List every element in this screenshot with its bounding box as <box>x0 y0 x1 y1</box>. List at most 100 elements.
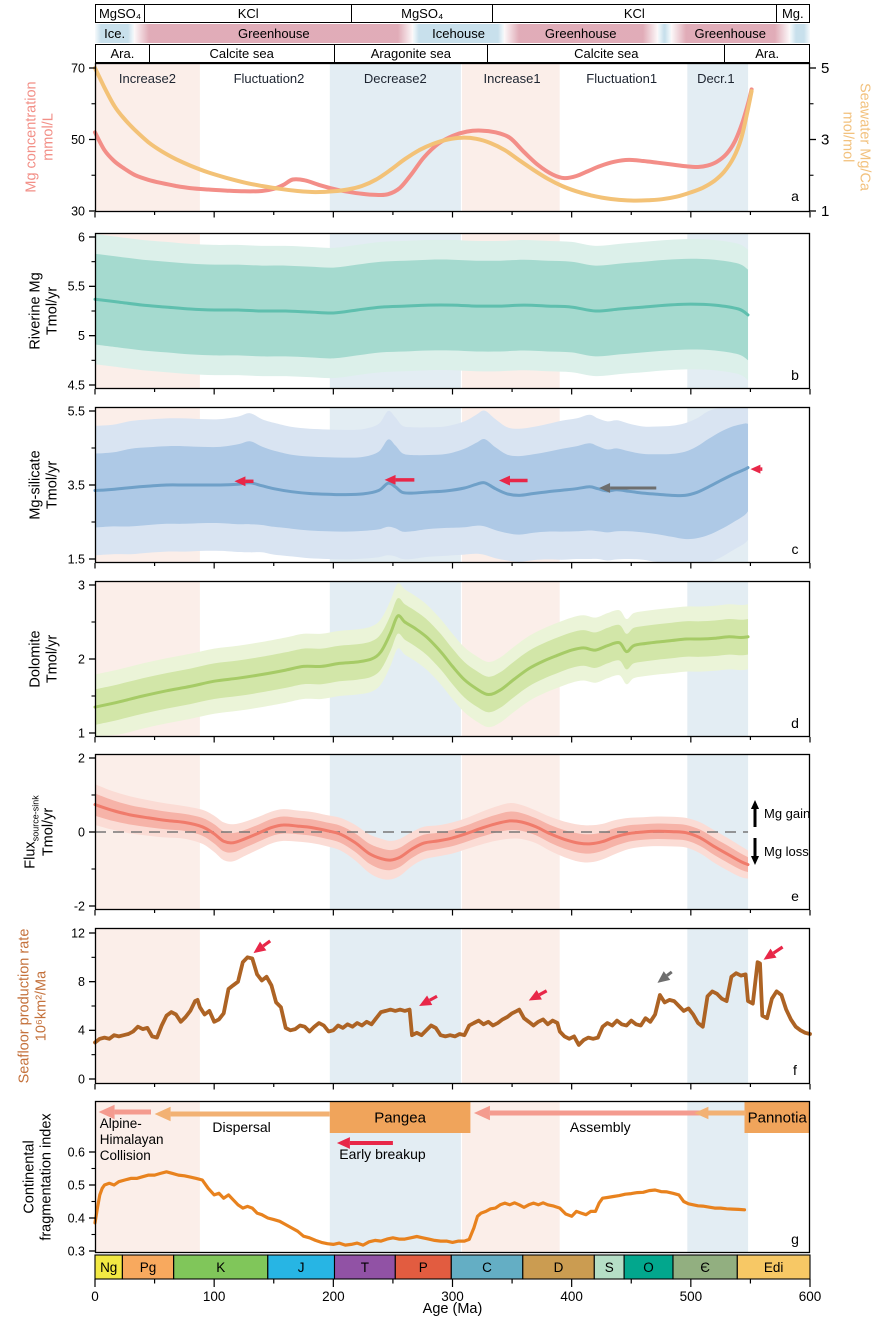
pannotia-box <box>744 1101 810 1133</box>
climate-row-label: Greenhouse <box>544 26 617 41</box>
panel-f-title: Seafloor production rate 10⁶km²/Ma <box>16 929 49 1084</box>
panel-border <box>94 753 811 911</box>
mg-gain-label: Mg gain <box>764 806 810 821</box>
tick-label: 1.5 <box>68 552 85 566</box>
evaporite-row-segment: MgSO₄ <box>351 4 493 23</box>
climate-row-segment <box>657 24 671 43</box>
pangea-box <box>329 1101 471 1133</box>
panel-d-title: Dolomite Tmol/yr <box>27 630 60 687</box>
annotation-arrow-head <box>384 474 396 485</box>
panel-border <box>94 927 811 1085</box>
panel-b-chart: 6 5.5 5 4.5 b <box>68 230 811 395</box>
annotation-arrow <box>262 939 272 948</box>
sea-type-row-label: Calcite sea <box>574 46 639 61</box>
x-axis-tick-label: 200 <box>322 1289 345 1304</box>
annotation-arrow-head <box>599 483 611 493</box>
panel-b-title: Riverine Mg Tmol/yr <box>27 272 60 349</box>
c-data-line <box>93 466 750 498</box>
geo-period-label: J <box>298 1260 305 1275</box>
panel-letter: b <box>791 367 799 383</box>
geo-period-cell <box>623 1254 674 1280</box>
panel-b-title-line: Tmol/yr <box>44 286 60 336</box>
panel-f-title-line: 10⁶km²/Ma <box>33 970 49 1042</box>
tick-label: 5 <box>821 60 829 77</box>
annotation-arrow-head <box>234 476 246 487</box>
panel-d-title-line: Tmol/yr <box>44 634 60 684</box>
tick-label: 3.5 <box>68 478 85 492</box>
regime-label: Fluctuation1 <box>586 71 657 86</box>
regime-label: Increase2 <box>119 71 176 86</box>
panel-e-title-line: Fluxsource-sink <box>22 795 41 869</box>
background-band <box>687 928 749 1084</box>
tick-label: 0.6 <box>68 1145 85 1159</box>
collision-label-line: Collision <box>100 1148 151 1163</box>
geo-period-label: P <box>419 1260 428 1275</box>
panel-f-title-line: Seafloor production rate <box>16 928 33 1084</box>
regime-label: Fluctuation2 <box>234 71 305 86</box>
geo-period-cell <box>394 1254 452 1280</box>
panel-g-title-line: Continental <box>21 1140 38 1214</box>
geo-period-label: Є <box>700 1260 710 1275</box>
b-data-line <box>93 297 750 317</box>
geo-period-label: Edi <box>764 1260 784 1275</box>
regime-label: Decrease2 <box>364 71 427 86</box>
pannotia-label: Pannotia <box>748 1110 808 1127</box>
d-uncertainty-band-inner <box>95 597 748 725</box>
tick-label: 5 <box>78 329 85 343</box>
sea-type-row-label: Ara. <box>755 46 780 61</box>
panel-border <box>94 62 811 213</box>
geo-period-cell <box>333 1254 396 1280</box>
tick-label: 5.5 <box>68 280 85 294</box>
f-data-line <box>93 955 812 1047</box>
mg-gain-arrow-head <box>750 800 760 809</box>
dispersal-continuation-arrow-head <box>98 1104 115 1120</box>
climate-row-segment: Greenhouse <box>502 24 659 43</box>
collision-label-line: Alpine- <box>100 1116 142 1131</box>
evaporite-row-segment: Mg. <box>775 4 810 23</box>
panel-c-title-line: Tmol/yr <box>44 460 60 510</box>
tick-label: 0.3 <box>68 1244 85 1258</box>
climate-row-segment: Icehouse <box>413 24 504 43</box>
panel-e-chart: Mg gain Mg loss 2 0 -2 e <box>74 751 811 916</box>
panel-a-right-title: Seawater Mg/Ca mol/mol <box>839 83 873 191</box>
tick-label: 3 <box>821 132 829 149</box>
panel-f-chart: 12 8 4 0 f <box>71 926 812 1090</box>
tick-label: 0 <box>78 825 85 839</box>
x-axis-tick-label: 0 <box>91 1289 99 1304</box>
panel-border <box>94 232 811 390</box>
sea-type-row-segment: Calcite sea <box>487 44 726 63</box>
panel-d-chart: 3 2 1 d <box>78 578 811 743</box>
tick-label: 6 <box>78 230 85 244</box>
annotation-arrow-head <box>750 464 761 474</box>
geo-period-label: K <box>216 1260 225 1275</box>
geo-period-label: T <box>361 1260 369 1275</box>
climate-row-label: Greenhouse <box>238 26 310 41</box>
tick-label: 30 <box>71 204 85 218</box>
annotation-arrow-head <box>763 948 777 960</box>
panel-b-title-line: Riverine Mg <box>27 272 44 350</box>
early-breakup-arrow-head <box>336 1137 350 1149</box>
panel-a-left-title-line: mmol/L <box>40 113 56 161</box>
geo-period-cell <box>593 1254 625 1280</box>
c-uncertainty-band-inner <box>95 423 748 540</box>
panel-c-chart: 5.5 3.5 1.5 c <box>68 404 811 569</box>
x-axis-tick-label: 300 <box>441 1289 464 1304</box>
regime-label: Decr.1 <box>697 71 735 86</box>
climate-row-segment: Greenhouse <box>669 24 791 43</box>
tick-label: 2 <box>78 751 85 765</box>
tick-label: 1 <box>78 726 85 740</box>
geo-period-cell <box>173 1254 269 1280</box>
annotation-arrow-head <box>253 941 267 954</box>
tectonic-phase-label: Dispersal <box>212 1119 270 1135</box>
panel-letter: a <box>791 188 799 204</box>
evaporite-row-label: KCl <box>237 6 259 21</box>
mg-loss-arrow-head <box>750 856 760 865</box>
geo-period-cell <box>522 1254 595 1280</box>
panel-c-title: Mg-silicate Tmol/yr <box>27 450 60 519</box>
sea-type-row-segment: Aragonite sea <box>333 44 489 63</box>
sea-type-row-segment: Calcite sea <box>148 44 335 63</box>
evaporite-row-segment: KCl <box>144 4 353 23</box>
tick-label: 8 <box>78 975 85 989</box>
panel-a-right-title-line: mol/mol <box>840 111 856 163</box>
